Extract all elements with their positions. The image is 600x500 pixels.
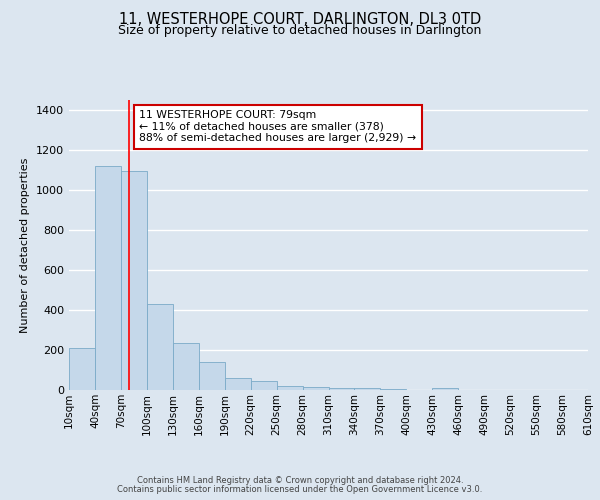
Bar <box>355 388 380 390</box>
Bar <box>173 343 199 390</box>
Bar <box>147 304 173 390</box>
Bar <box>225 378 251 390</box>
Bar <box>380 389 406 390</box>
Y-axis label: Number of detached properties: Number of detached properties <box>20 158 31 332</box>
Bar <box>302 387 329 390</box>
Bar <box>329 388 355 390</box>
Text: 11, WESTERHOPE COURT, DARLINGTON, DL3 0TD: 11, WESTERHOPE COURT, DARLINGTON, DL3 0T… <box>119 12 481 28</box>
Bar <box>277 386 302 390</box>
Bar <box>121 171 147 390</box>
Text: Size of property relative to detached houses in Darlington: Size of property relative to detached ho… <box>118 24 482 37</box>
Text: 11 WESTERHOPE COURT: 79sqm
← 11% of detached houses are smaller (378)
88% of sem: 11 WESTERHOPE COURT: 79sqm ← 11% of deta… <box>139 110 416 144</box>
Bar <box>199 362 224 390</box>
Bar <box>95 166 121 390</box>
Bar <box>433 388 458 390</box>
Text: Contains HM Land Registry data © Crown copyright and database right 2024.: Contains HM Land Registry data © Crown c… <box>137 476 463 485</box>
Bar <box>251 381 277 390</box>
Bar <box>69 348 95 390</box>
Text: Contains public sector information licensed under the Open Government Licence v3: Contains public sector information licen… <box>118 485 482 494</box>
